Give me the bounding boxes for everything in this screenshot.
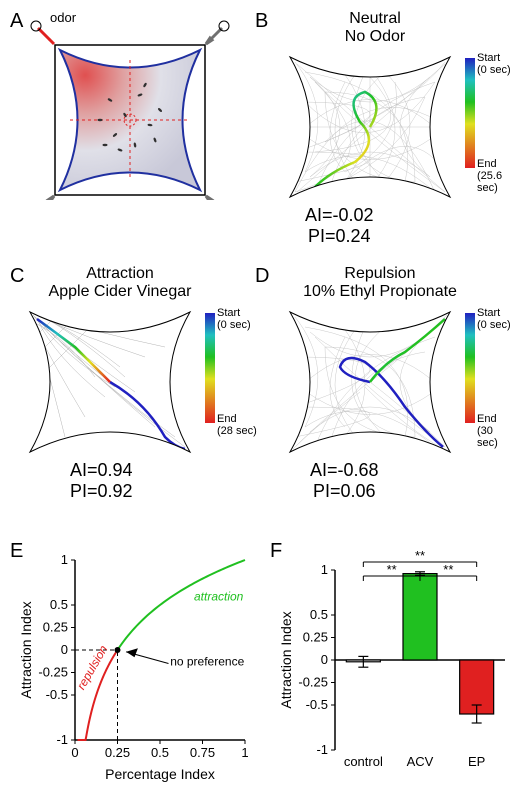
svg-text:-0.5: -0.5: [306, 697, 328, 712]
cbd-end: End: [477, 413, 497, 425]
svg-text:0.75: 0.75: [190, 745, 215, 760]
panel-c-colorbar: [205, 313, 215, 423]
panel-d-label: D: [255, 265, 269, 288]
svg-text:**: **: [443, 562, 453, 577]
cbd-start: Start: [477, 307, 500, 319]
panel-f: F -1-0.5-0.2500.250.51controlACVEP******…: [270, 540, 520, 790]
panel-b-label: B: [255, 10, 268, 33]
svg-text:Percentage Index: Percentage Index: [105, 766, 215, 782]
panel-d-title2: 10% Ethyl Propionate: [303, 283, 457, 300]
svg-text:-0.5: -0.5: [46, 687, 68, 702]
svg-text:**: **: [415, 548, 425, 563]
panel-b-ai: AI=-0.02: [305, 205, 374, 225]
svg-text:**: **: [387, 562, 397, 577]
cbd-startt: (0 sec): [477, 319, 511, 331]
panel-b-title1: Neutral: [349, 10, 401, 27]
panel-d-pi: PI=0.06: [313, 481, 376, 501]
panel-d-arena: [285, 307, 455, 457]
arena-diagram: [30, 20, 230, 200]
cbc-end: End: [217, 413, 237, 425]
cb-end: End: [477, 158, 497, 170]
panel-a-label: A: [10, 10, 23, 33]
svg-text:0: 0: [61, 642, 68, 657]
panel-b-colorbar: [465, 58, 475, 168]
panel-d-colorbar: [465, 313, 475, 423]
panel-c: C Attraction Apple Cider Vinegar AI=0.94…: [10, 265, 270, 495]
panel-c-label: C: [10, 265, 24, 288]
panel-d: D Repulsion 10% Ethyl Propionate AI: [255, 265, 515, 495]
cbc-startt: (0 sec): [217, 319, 251, 331]
panel-c-title1: Attraction: [86, 265, 154, 282]
svg-text:control: control: [344, 754, 383, 769]
svg-text:0.25: 0.25: [43, 620, 68, 635]
svg-text:1: 1: [321, 562, 328, 577]
cbd-endt: (30 sec): [477, 425, 498, 449]
svg-text:-1: -1: [56, 732, 68, 747]
svg-text:-0.25: -0.25: [38, 665, 68, 680]
svg-text:0: 0: [321, 652, 328, 667]
panel-c-pi: PI=0.92: [70, 481, 133, 501]
panel-b-title2: No Odor: [345, 28, 405, 45]
panel-b-arena: [285, 52, 455, 202]
cbc-start: Start: [217, 307, 240, 319]
panel-d-ai: AI=-0.68: [310, 460, 379, 480]
svg-text:-1: -1: [316, 742, 328, 757]
panel-b: B Neutral No Odor: [255, 10, 515, 230]
svg-text:0.5: 0.5: [50, 597, 68, 612]
svg-text:EP: EP: [468, 754, 485, 769]
panel-d-title1: Repulsion: [344, 265, 415, 282]
svg-text:0: 0: [71, 745, 78, 760]
svg-text:ACV: ACV: [407, 754, 434, 769]
svg-text:Attraction Index: Attraction Index: [18, 601, 34, 698]
panel-e-chart: -1 -0.5 -0.25 0 0.25 0.5 1 0 0.25 0.5 0.75 1 no pref…: [15, 545, 255, 785]
cb-start-t: (0 sec): [477, 64, 511, 76]
panel-c-title2: Apple Cider Vinegar: [49, 283, 192, 300]
svg-text:1: 1: [241, 745, 248, 760]
panel-c-arena: [25, 307, 195, 457]
panel-b-pi: PI=0.24: [308, 226, 371, 246]
cb-end-t: (25.6 sec): [477, 170, 502, 194]
svg-text:attraction: attraction: [194, 590, 244, 604]
svg-text:-0.25: -0.25: [298, 675, 328, 690]
cb-start: Start: [477, 52, 500, 64]
svg-text:no preference: no preference: [170, 654, 244, 668]
panel-f-chart: -1 -0.5 -0.25 0 0.25 0.5 1 control ACV EP ** ** ** At…: [275, 545, 515, 785]
panel-e: E -1-0.5-0.2500.250.5100.250.50.751no pr…: [10, 540, 260, 790]
svg-text:0.5: 0.5: [151, 745, 169, 760]
panel-c-ai: AI=0.94: [70, 460, 133, 480]
svg-text:0.5: 0.5: [310, 607, 328, 622]
svg-text:0.25: 0.25: [105, 745, 130, 760]
svg-text:Attraction Index: Attraction Index: [278, 611, 294, 708]
svg-text:0.25: 0.25: [303, 630, 328, 645]
panel-a: A: [10, 10, 230, 210]
cbc-endt: (28 sec): [217, 425, 257, 437]
svg-text:1: 1: [61, 552, 68, 567]
odor-label: odor: [50, 10, 76, 25]
